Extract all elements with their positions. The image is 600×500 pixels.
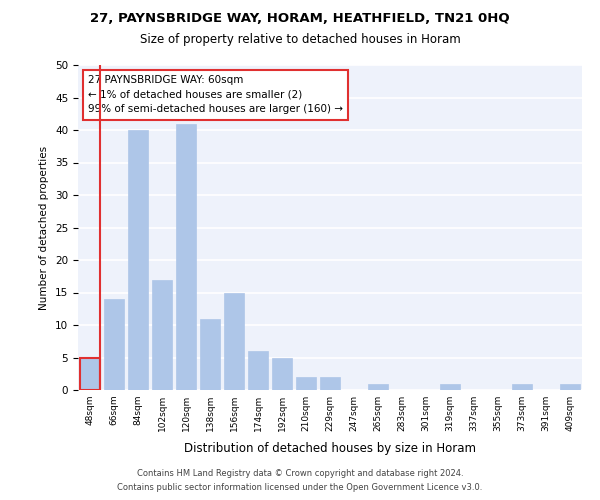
Bar [512,384,532,390]
Bar [176,124,196,390]
Bar [320,377,340,390]
Bar [104,299,124,390]
Bar [296,377,316,390]
Bar [440,384,460,390]
Bar [80,358,100,390]
Text: Contains HM Land Registry data © Crown copyright and database right 2024.: Contains HM Land Registry data © Crown c… [137,468,463,477]
X-axis label: Distribution of detached houses by size in Horam: Distribution of detached houses by size … [184,442,476,456]
Text: Size of property relative to detached houses in Horam: Size of property relative to detached ho… [140,32,460,46]
Bar [560,384,580,390]
Bar [248,351,268,390]
Text: Contains public sector information licensed under the Open Government Licence v3: Contains public sector information licen… [118,484,482,492]
Bar [128,130,148,390]
Text: 27 PAYNSBRIDGE WAY: 60sqm
← 1% of detached houses are smaller (2)
99% of semi-de: 27 PAYNSBRIDGE WAY: 60sqm ← 1% of detach… [88,74,343,114]
Y-axis label: Number of detached properties: Number of detached properties [40,146,49,310]
Text: 27, PAYNSBRIDGE WAY, HORAM, HEATHFIELD, TN21 0HQ: 27, PAYNSBRIDGE WAY, HORAM, HEATHFIELD, … [90,12,510,26]
Bar [200,318,220,390]
Bar [224,292,244,390]
Bar [272,358,292,390]
Bar [368,384,388,390]
Bar [152,280,172,390]
